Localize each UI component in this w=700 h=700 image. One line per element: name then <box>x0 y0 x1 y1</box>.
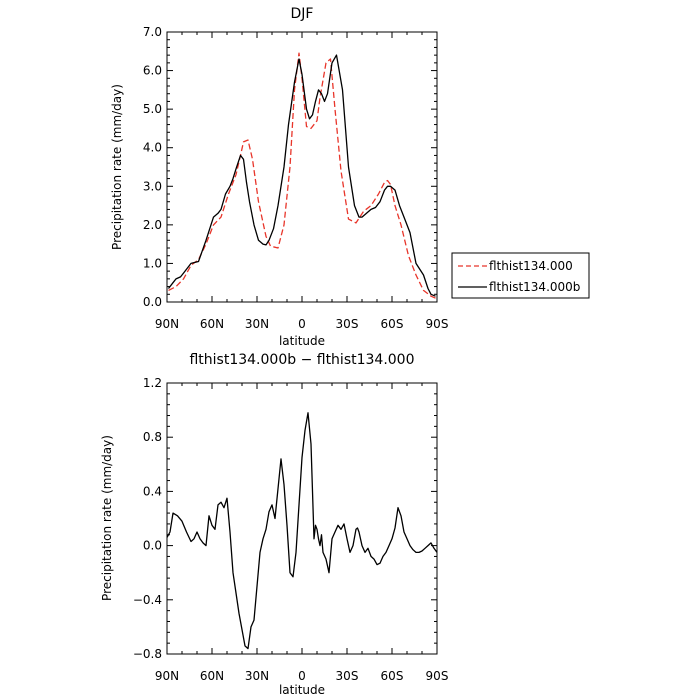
y-tick-label: 0.0 <box>143 539 162 553</box>
x-tick-label: 60S <box>381 317 404 331</box>
x-tick-labels: 90N 60N 30N 0 30S 60S 90S <box>155 317 449 331</box>
x-axis-title: latitude <box>279 683 325 697</box>
series-line-1 <box>168 52 436 299</box>
y-axis-title: Precipitation rate (mm/day) <box>100 435 114 601</box>
axis-ticks <box>166 31 438 303</box>
y-tick-label: −0.8 <box>133 647 162 661</box>
series-lines <box>167 52 436 299</box>
chart-title: flthist134.000b − flthist134.000 <box>189 352 414 368</box>
x-tick-label: 90S <box>426 317 449 331</box>
chart-title: DJF <box>291 6 314 22</box>
y-tick-label: 5.0 <box>143 102 162 116</box>
x-tick-label: 60S <box>381 669 404 683</box>
x-tick-label: 30N <box>245 317 269 331</box>
series-lines <box>166 412 438 650</box>
y-tick-label: 7.0 <box>143 25 162 39</box>
difference-chart: flthist134.000b − flthist134.000 90N 60N 3… <box>100 352 448 697</box>
axis-ticks <box>166 382 438 655</box>
x-tick-label: 90N <box>155 317 179 331</box>
y-tick-labels: 0.0 1.0 2.0 3.0 4.0 5.0 6.0 7.0 <box>143 25 162 309</box>
y-tick-label: 2.0 <box>143 218 162 232</box>
y-tick-label: 0.8 <box>143 430 162 444</box>
y-tick-label: 3.0 <box>143 179 162 193</box>
x-tick-label: 30N <box>245 669 269 683</box>
y-tick-labels: −0.8 −0.4 0.0 0.4 0.8 1.2 <box>133 376 162 661</box>
x-axis-title: latitude <box>279 334 325 348</box>
x-tick-label: 0 <box>298 317 306 331</box>
y-tick-label: 6.0 <box>143 64 162 78</box>
legend: flthist134.000 flthist134.000b <box>451 252 590 299</box>
y-tick-label: 0.4 <box>143 484 162 498</box>
x-tick-label: 60N <box>200 317 224 331</box>
y-axis-title: Precipitation rate (mm/day) <box>110 84 124 250</box>
x-tick-labels: 90N 60N 30N 0 30S 60S 90S <box>155 669 449 683</box>
x-tick-label: 90N <box>155 669 179 683</box>
legend-label-series-1: flthist134.000 <box>489 259 573 273</box>
series-line-2 <box>167 54 436 297</box>
y-tick-label: −0.4 <box>133 593 162 607</box>
legend-box <box>451 252 590 299</box>
y-tick-label: 0.0 <box>143 295 162 309</box>
legend-label-series-2: flthist134.000b <box>489 280 580 294</box>
y-tick-label: 1.0 <box>143 256 162 270</box>
precipitation-chart: DJF 90N 60N 30N 0 30S 60S 90S 0.0 1.0 2.0 3.0 4.0 5… <box>110 6 448 348</box>
x-tick-label: 30S <box>336 317 359 331</box>
y-tick-label: 1.2 <box>143 376 162 390</box>
x-tick-label: 90S <box>426 669 449 683</box>
x-tick-label: 30S <box>336 669 359 683</box>
y-tick-label: 4.0 <box>143 141 162 155</box>
series-line-1 <box>166 412 438 650</box>
x-tick-label: 0 <box>298 669 306 683</box>
x-tick-label: 60N <box>200 669 224 683</box>
